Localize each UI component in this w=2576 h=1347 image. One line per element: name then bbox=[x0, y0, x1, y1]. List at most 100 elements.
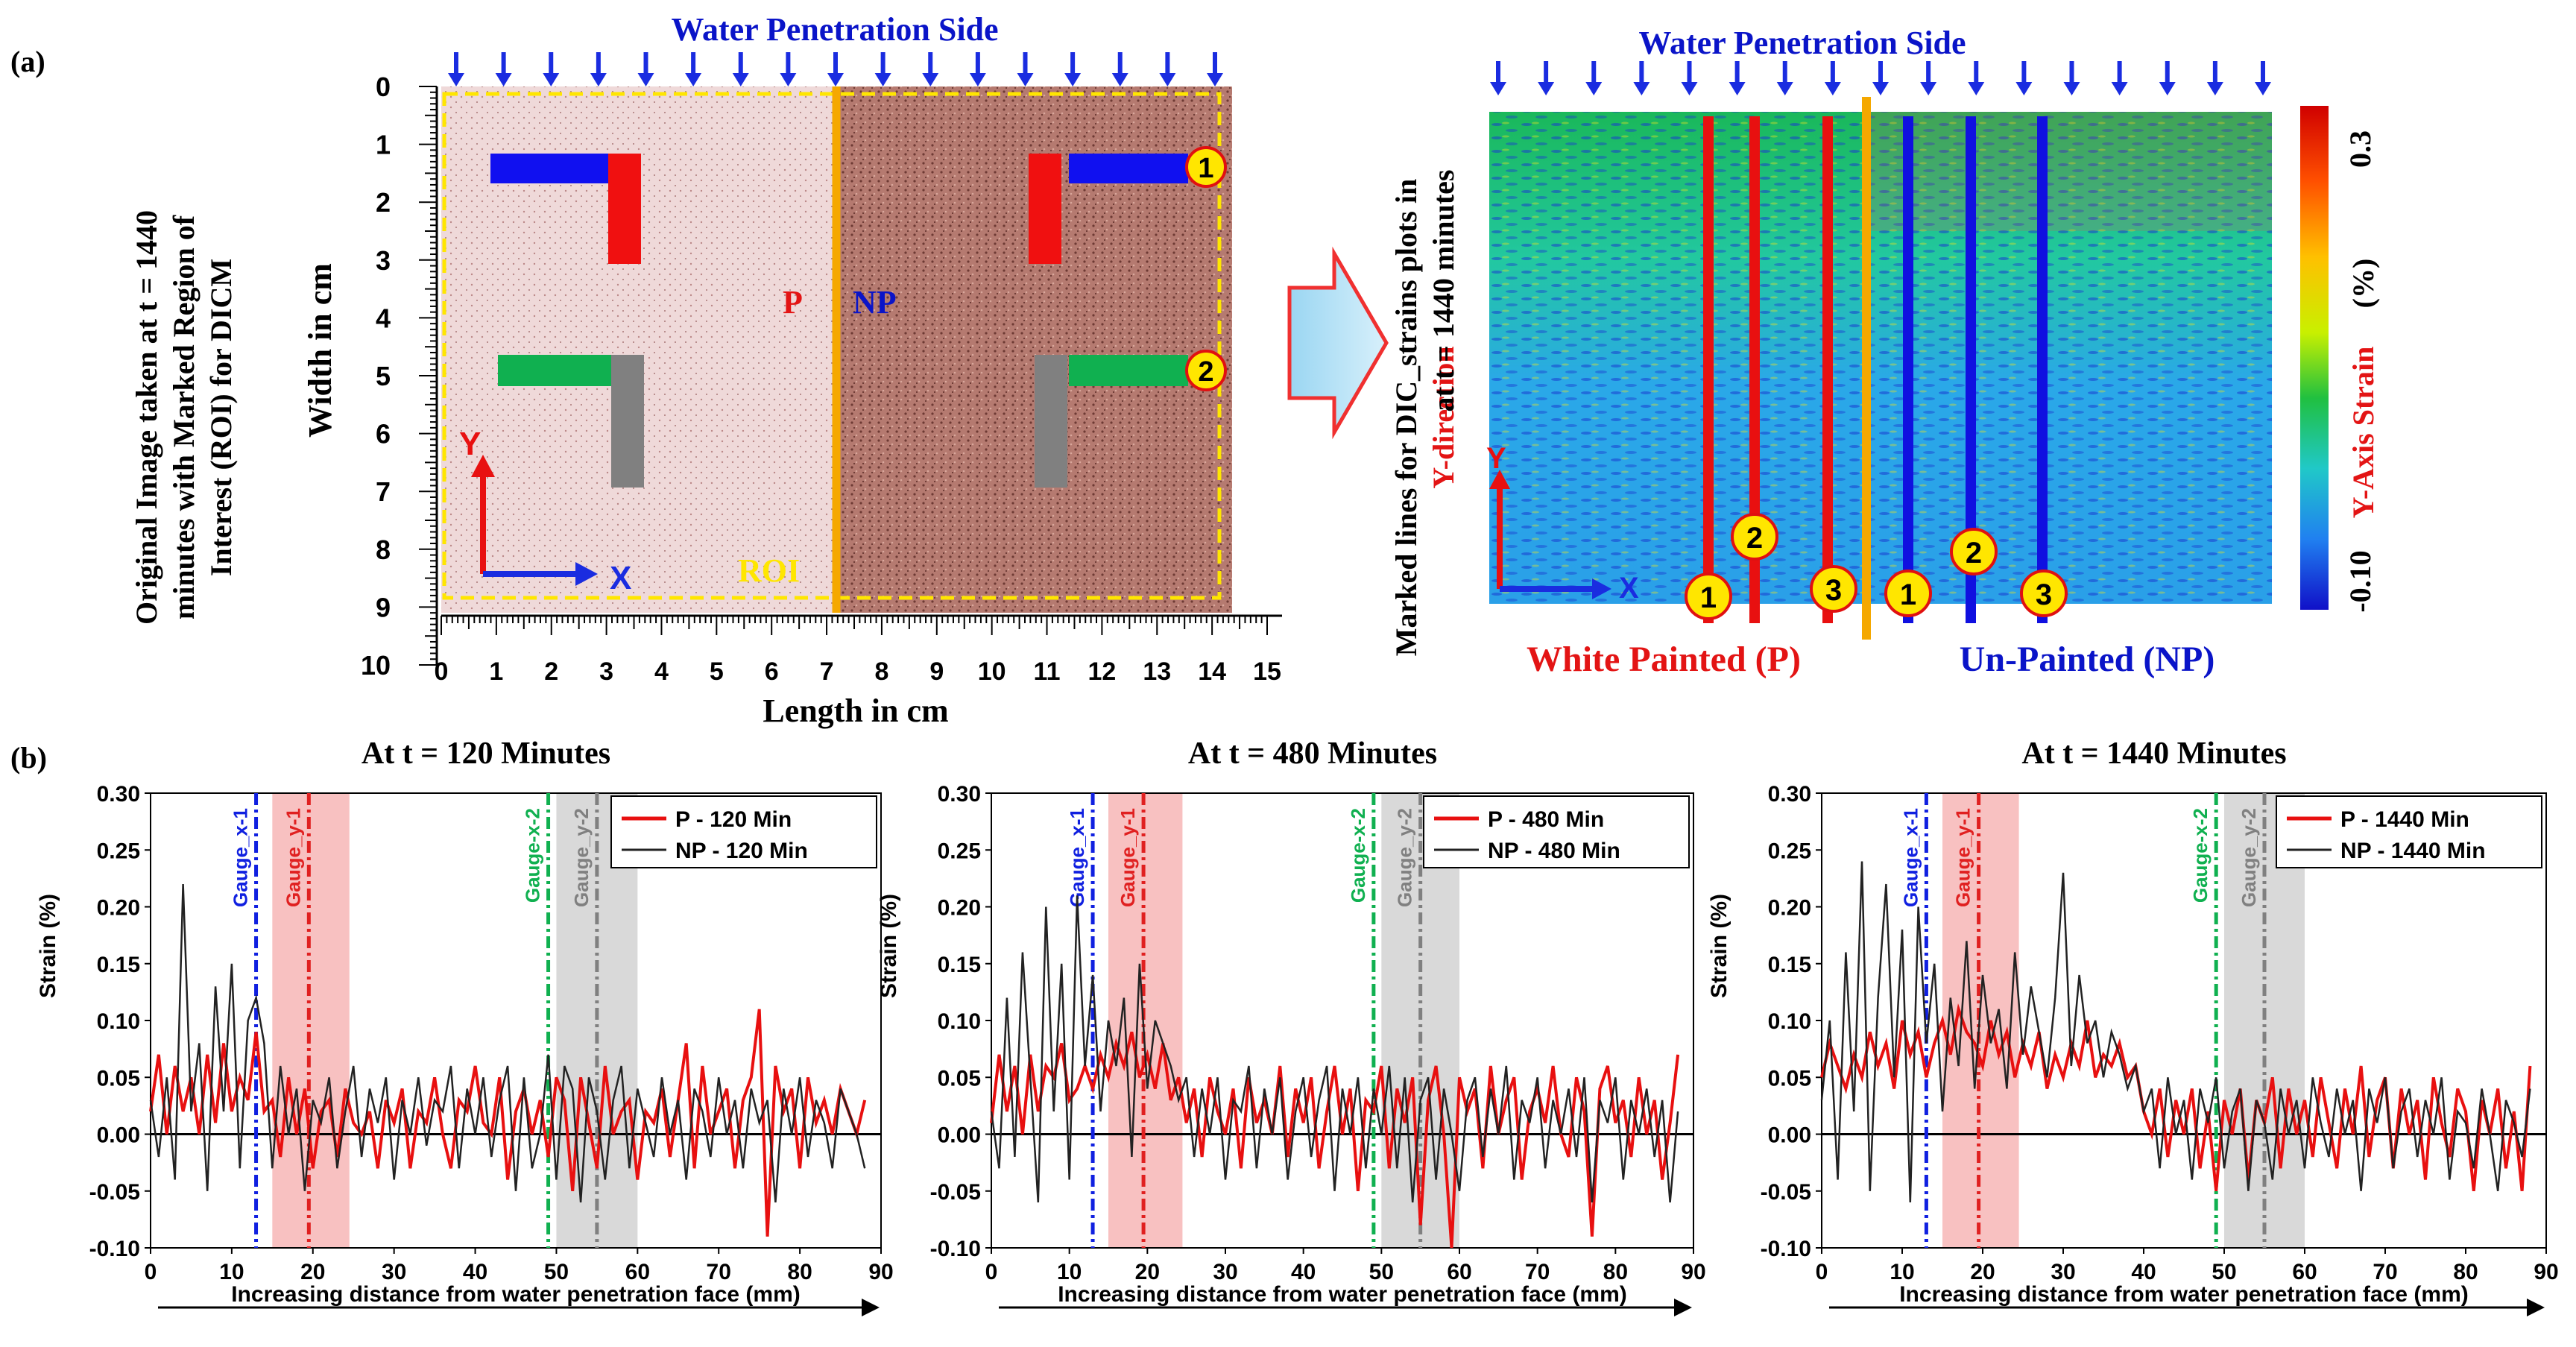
svg-text:(%): (%) bbox=[2346, 259, 2380, 309]
svg-text:1: 1 bbox=[1900, 578, 1916, 611]
gauge-badge-2: 2 bbox=[1185, 350, 1227, 391]
width-tick-label: 0 bbox=[376, 72, 391, 102]
water-arrows-right bbox=[1490, 61, 2271, 95]
water-arrow bbox=[2159, 61, 2176, 95]
x-axis-title: Increasing distance from water penetrati… bbox=[1058, 1282, 1627, 1307]
water-arrow bbox=[732, 52, 749, 86]
y-axis-title: Strain (%) bbox=[1707, 894, 1731, 998]
water-arrow bbox=[1111, 52, 1128, 86]
water-arrow bbox=[1159, 52, 1176, 86]
x-tick-label: 70 bbox=[2373, 1260, 2397, 1284]
water-side-label-left: Water Penetration Side bbox=[671, 11, 998, 48]
legend-entry: NP - 1440 Min bbox=[2340, 839, 2486, 863]
length-tick-label: 14 bbox=[1198, 657, 1226, 686]
gauge-label: Gauge_y-1 bbox=[282, 808, 304, 907]
width-tick-label: 8 bbox=[376, 534, 391, 565]
x-tick-label: 90 bbox=[2534, 1260, 2558, 1284]
p-badge-1: 1 bbox=[1685, 572, 1732, 620]
length-tick-label: 0 bbox=[435, 657, 449, 686]
gauge-label: Gauge-x-2 bbox=[1347, 808, 1369, 903]
series-line-p bbox=[1820, 1003, 2532, 1192]
p-badge-2: 2 bbox=[1731, 513, 1778, 561]
transition-arrow bbox=[1287, 246, 1389, 440]
width-tick-label: 4 bbox=[376, 303, 391, 333]
svg-text:1: 1 bbox=[1700, 581, 1717, 614]
left-caption: Original Image taken at t = 1440 minutes… bbox=[130, 210, 238, 625]
water-arrow bbox=[969, 52, 986, 86]
chart-1440min: At t = 1440 Minutes -0.10 -0.05 0.00 0.05 0.1… bbox=[1707, 736, 2559, 1316]
gauge-y1-bar bbox=[608, 154, 641, 264]
x-tick-label: 10 bbox=[1890, 1260, 1914, 1284]
series-line-np bbox=[149, 883, 866, 1203]
length-tick-label: 3 bbox=[599, 657, 613, 686]
water-arrow bbox=[1872, 61, 1889, 95]
svg-text:1: 1 bbox=[1198, 153, 1213, 184]
y-tick-label: 0.20 bbox=[938, 896, 981, 921]
legend-entry: NP - 120 Min bbox=[675, 839, 808, 863]
water-arrows-left bbox=[448, 52, 1223, 86]
x-tick-label: 50 bbox=[544, 1260, 569, 1284]
length-tick-label: 2 bbox=[544, 657, 558, 686]
x-tick-label: 50 bbox=[1369, 1260, 1394, 1284]
water-arrow bbox=[1968, 61, 1985, 95]
colorbar-max: 0.3 bbox=[2343, 130, 2377, 168]
water-arrow bbox=[2015, 61, 2033, 95]
legend bbox=[1423, 795, 1690, 868]
svg-text:minutes with Marked Region of: minutes with Marked Region of bbox=[167, 215, 201, 619]
legend bbox=[2276, 795, 2542, 868]
gauge-y2-bar bbox=[611, 355, 644, 488]
series-line-np bbox=[990, 895, 1679, 1203]
width-tick-label: 2 bbox=[376, 187, 391, 218]
length-axis-title: Length in cm bbox=[763, 693, 948, 729]
y-tick-label: 0.20 bbox=[1768, 896, 1811, 921]
y-tick-label: 0.25 bbox=[1768, 839, 1811, 863]
y-tick-label: -0.05 bbox=[930, 1180, 981, 1205]
length-tick-label: 4 bbox=[654, 657, 669, 686]
gauge-label: Gauge_y-1 bbox=[1117, 808, 1139, 907]
y-tick-label: -0.10 bbox=[1761, 1237, 1811, 1261]
np-badge-3: 3 bbox=[2020, 570, 2068, 617]
x-tick-label: 90 bbox=[868, 1260, 893, 1284]
water-side-label-right: Water Penetration Side bbox=[1638, 25, 1966, 61]
length-tick-label: 1 bbox=[489, 657, 503, 686]
water-arrow bbox=[1776, 61, 1793, 95]
x-tick-label: 10 bbox=[219, 1260, 244, 1284]
svg-text:2: 2 bbox=[1198, 356, 1213, 388]
gauge-label: Gauge_x-1 bbox=[230, 808, 252, 907]
width-ruler: 0 1 2 3 4 5 6 7 8 9 10 bbox=[361, 72, 438, 681]
y-tick-label: 0.30 bbox=[97, 782, 140, 807]
water-arrow bbox=[1207, 52, 1223, 86]
x-tick-label: 20 bbox=[300, 1260, 325, 1284]
np-label: NP bbox=[853, 284, 897, 321]
y-tick-label: 0.05 bbox=[938, 1066, 981, 1091]
gauge-label: Gauge-x-2 bbox=[2189, 808, 2212, 903]
water-arrow bbox=[1633, 61, 1650, 95]
water-arrow bbox=[685, 52, 702, 86]
x-tick-label: 30 bbox=[382, 1260, 406, 1284]
length-tick-label: 6 bbox=[765, 657, 779, 686]
water-arrow bbox=[543, 52, 560, 86]
gauge-label: Gauge_y-2 bbox=[2238, 808, 2260, 907]
y-tick-label: 0.25 bbox=[97, 839, 140, 863]
x-tick-label: 0 bbox=[1816, 1260, 1828, 1284]
gauge-y1-band bbox=[272, 793, 350, 1248]
x-tick-label: 50 bbox=[2212, 1260, 2236, 1284]
water-arrow bbox=[495, 52, 512, 86]
chart-480min: At t = 480 Minutes -0.10 -0.05 0.00 0.05 0.10… bbox=[877, 736, 1706, 1316]
width-axis-title: Width in cm bbox=[302, 263, 338, 438]
length-tick-label: 11 bbox=[1034, 657, 1061, 686]
x-tick-label: 90 bbox=[1681, 1260, 1705, 1284]
width-tick-label: 7 bbox=[376, 476, 391, 507]
np-badge-2: 2 bbox=[1950, 528, 1998, 575]
length-tick-label: 10 bbox=[978, 657, 1006, 686]
water-arrow bbox=[1064, 52, 1082, 86]
x-tick-label: 80 bbox=[1603, 1260, 1628, 1284]
strain-map: Y X 1 2 3 1 2 3 bbox=[1486, 97, 2272, 640]
water-arrow bbox=[2063, 61, 2080, 95]
y-tick-label: 0.10 bbox=[97, 1009, 140, 1034]
x-tick-label: 80 bbox=[787, 1260, 812, 1284]
colorbar: 0.3 -0.10 Y-Axis Strain (%) bbox=[2300, 106, 2380, 613]
length-tick-label: 12 bbox=[1087, 657, 1116, 686]
x-tick-label: 60 bbox=[2292, 1260, 2317, 1284]
y-tick-label: 0.10 bbox=[938, 1009, 981, 1034]
